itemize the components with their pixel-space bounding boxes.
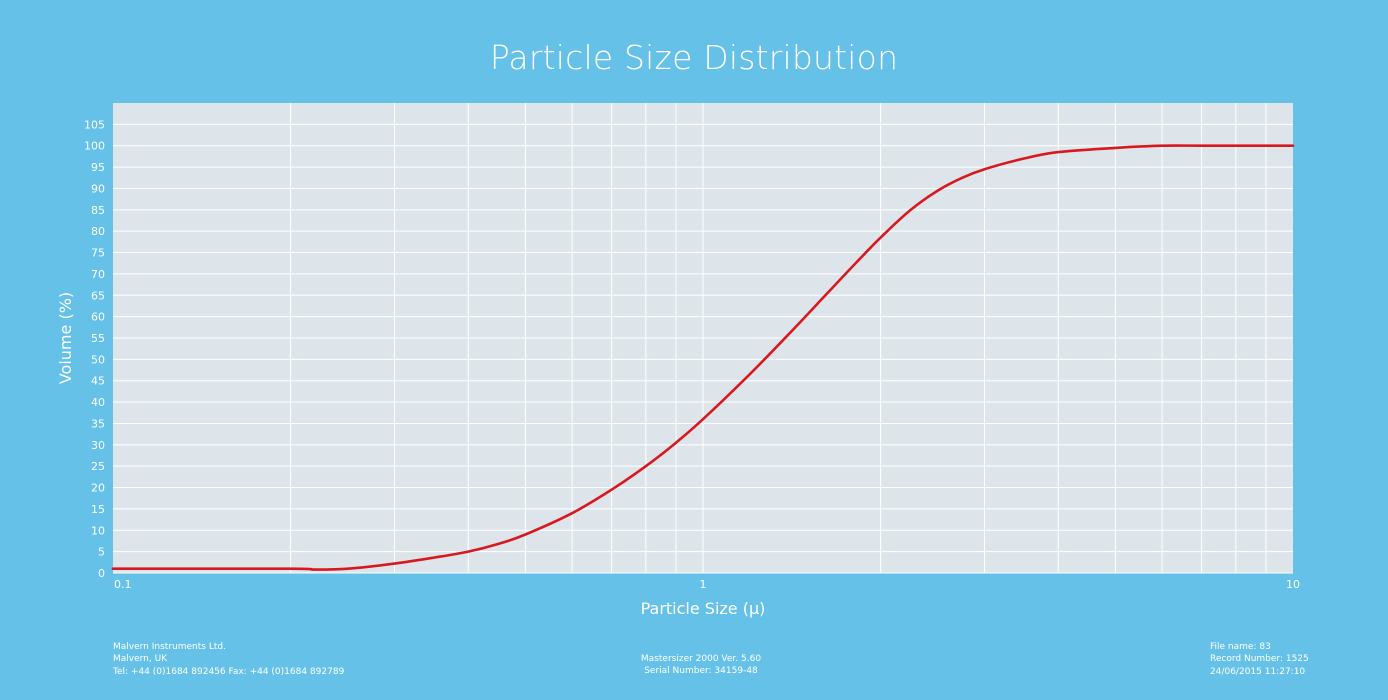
footer-instrument-info: Mastersizer 2000 Ver. 5.60 Serial Number… [594, 653, 808, 678]
series-line [111, 144, 1295, 571]
y-tick-label: 70 [91, 268, 105, 281]
y-tick-label: 75 [91, 247, 105, 260]
footer-company-location: Malvern, UK [113, 654, 168, 665]
footer-company-info: Malvern Instruments Ltd. Malvern, UK Tel… [113, 641, 344, 678]
y-tick-label: 100 [84, 140, 105, 153]
y-tick-label: 30 [91, 439, 105, 452]
x-tick-label: 10 [1286, 578, 1300, 591]
footer-file-name: File name: 83 [1210, 642, 1271, 652]
y-tick-label: 80 [91, 225, 105, 238]
x-tick-label: 0.1 [114, 578, 132, 591]
y-tick-label: 10 [91, 524, 105, 537]
y-tick-label: 40 [91, 396, 105, 409]
y-tick-label: 50 [91, 353, 105, 366]
footer-company-name: Malvern Instruments Ltd. [113, 642, 226, 652]
chart-title: Particle Size Distribution [489, 38, 899, 77]
y-tick-label: 90 [91, 182, 105, 195]
y-tick-label: 45 [91, 375, 105, 388]
y-tick-labels: 0 5 10 15 20 25 30 35 40 45 50 55 60 65 70 75 80 85 90 95 10… [84, 118, 105, 580]
footer-instrument-version: Mastersizer 2000 Ver. 5.60 [640, 654, 762, 664]
y-tick-label: 35 [91, 417, 105, 430]
y-tick-label: 0 [98, 567, 105, 580]
footer-company-contact: Tel: +44 (0)1684 892456 Fax: +44 (0)1684… [113, 666, 345, 677]
y-tick-label: 15 [91, 503, 105, 516]
y-tick-label: 95 [91, 161, 105, 174]
y-tick-label: 25 [91, 460, 105, 473]
footer-record-info: File name: 83 Record Number: 1525 24/06/… [1210, 641, 1309, 678]
footer-record-number: Record Number: 1525 [1210, 654, 1309, 665]
x-tick-label: 1 [700, 578, 707, 591]
y-axis-label: Volume (%) [56, 292, 75, 384]
x-tick-labels: 0.1 1 10 [114, 578, 1300, 591]
y-tick-label: 55 [91, 332, 105, 345]
y-tick-label: 85 [91, 204, 105, 217]
y-tick-label: 5 [98, 546, 105, 559]
footer-serial-number: Serial Number: 34159-48 [644, 666, 758, 677]
y-tick-label: 65 [91, 289, 105, 302]
y-tick-label: 20 [91, 482, 105, 495]
y-tick-label: 105 [84, 118, 105, 131]
footer-timestamp: 24/06/2015 11:27:10 [1210, 666, 1306, 677]
x-axis-label: Particle Size (µ) [641, 599, 766, 618]
grid-lines [113, 103, 1293, 574]
y-tick-label: 60 [91, 311, 105, 324]
